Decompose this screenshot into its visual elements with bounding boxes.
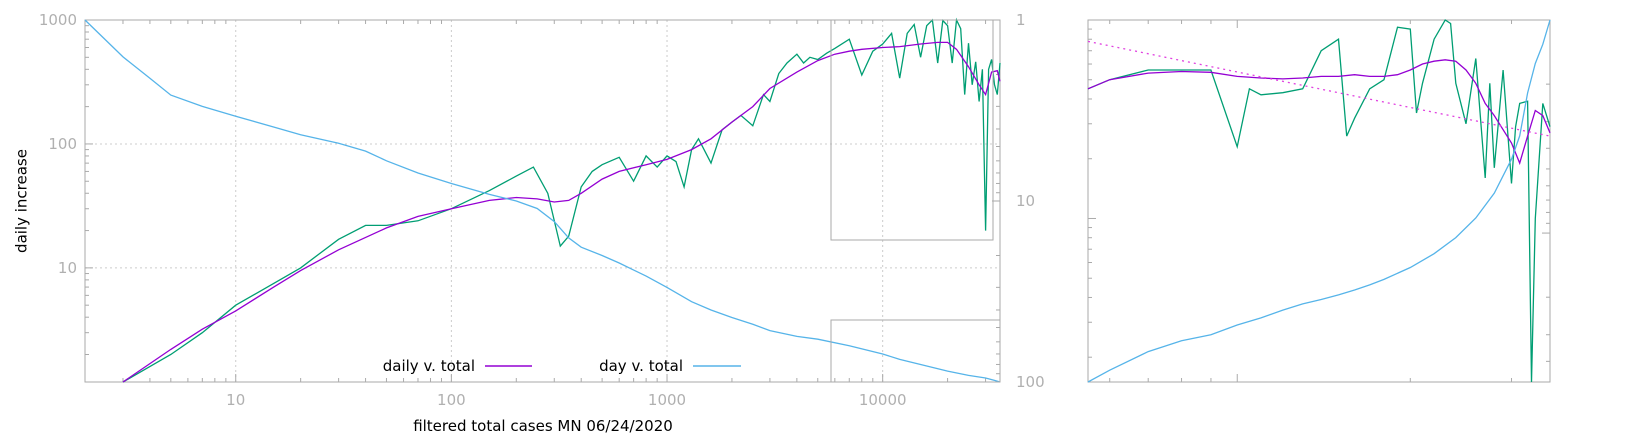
inset-series-daily-trend: [1087, 40, 1551, 137]
main-series-daily-v-total: [122, 41, 1001, 383]
x-tick-label: 10000: [859, 391, 907, 409]
y-tick-label: 10: [58, 259, 77, 277]
x-axis-title: filtered total cases MN 06/24/2020: [413, 417, 673, 435]
y-tick-label: 100: [48, 135, 77, 153]
y-axis-title: daily increase: [13, 149, 31, 253]
main-series: [84, 17, 1001, 383]
inset-plot-frame: [1087, 19, 1551, 383]
inset-plot: [1087, 19, 1551, 383]
y2-tick-label: 100: [1016, 373, 1045, 391]
inset-ticks: [1088, 20, 1550, 382]
legend-label-daily: daily v. total: [383, 357, 475, 375]
inset-series-day-v-total: [1087, 19, 1551, 383]
main-grid: [85, 20, 1000, 382]
legend-label-day: day v. total: [599, 357, 683, 375]
main-series-daily-v-total-raw-: [122, 17, 1001, 383]
main-ticks: 10 100 1000 10000 10 100 1000 1 10 100: [39, 11, 1045, 409]
y2-tick-label: 10: [1016, 192, 1035, 210]
zoom-box-day: [830, 319, 1001, 383]
x-tick-label: 100: [437, 391, 466, 409]
inset-series: [1087, 19, 1551, 383]
x-tick-label: 10: [226, 391, 245, 409]
main-plot: 10 100 1000 10000 10 100 1000 1 10 100 daily incr…: [13, 11, 1045, 435]
zoom-box-daily: [830, 19, 994, 241]
y2-tick-label: 1: [1016, 11, 1026, 29]
y-tick-label: 1000: [39, 11, 77, 29]
main-series-day-v-total: [84, 19, 1001, 383]
x-tick-label: 1000: [648, 391, 686, 409]
inset-series-daily-v-total: [1087, 59, 1551, 166]
inset-series-daily-v-total-raw-: [1087, 19, 1551, 383]
legend: daily v. total day v. total: [383, 357, 741, 375]
